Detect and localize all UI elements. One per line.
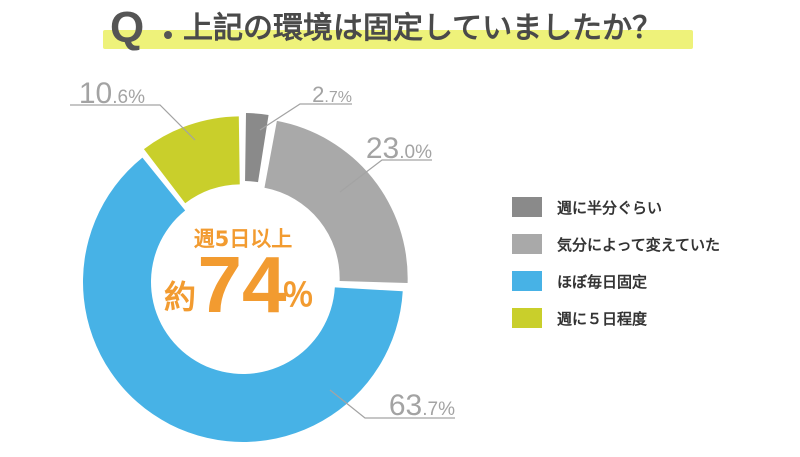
- legend-swatch-4: [512, 308, 542, 328]
- leader-line-4: [70, 104, 196, 141]
- title-bar: Q 上記の環境は固定していましたか？: [0, 0, 800, 62]
- center-number: 74: [198, 240, 287, 329]
- donut-slice-2: [264, 120, 408, 284]
- legend-label-1: 週に半分ぐらい: [557, 199, 662, 217]
- legend-label-2: 気分によって変えていた: [557, 236, 720, 254]
- percent-labels: 2.7% 23.0% 63.7% 10.6%: [79, 77, 455, 422]
- donut-slice-4: [143, 116, 240, 204]
- leader-line-2: [339, 159, 432, 193]
- percent-label-2: 23.0%: [366, 132, 432, 165]
- donut-slice-1: [245, 113, 269, 183]
- legend-label-4: 週に５日程度: [557, 310, 648, 328]
- legend-swatch-1: [512, 197, 542, 217]
- legend-label-3: ほぼ毎日固定: [557, 273, 647, 291]
- title-highlight: [103, 30, 693, 49]
- leader-line-3: [329, 389, 455, 419]
- legend-swatch-2: [512, 234, 542, 254]
- percent-label-4: 10.6%: [79, 77, 145, 110]
- legend-swatch-3: [512, 271, 542, 291]
- center-label: 週5日以上 約 74 ％: [164, 227, 314, 329]
- question-mark: Q: [110, 3, 145, 52]
- center-percent: ％: [282, 276, 314, 314]
- question-dot: [164, 31, 172, 39]
- center-prefix: 約: [164, 278, 196, 316]
- percent-label-3: 63.7%: [389, 389, 455, 422]
- page-title: 上記の環境は固定していましたか？: [183, 11, 663, 46]
- leader-line-1: [259, 103, 352, 131]
- donut-slices: [82, 113, 408, 443]
- leader-lines: [70, 103, 455, 419]
- donut-slice-3: [82, 157, 403, 443]
- center-subtitle: 週5日以上: [194, 227, 293, 251]
- percent-label-1: 2.7%: [312, 82, 352, 107]
